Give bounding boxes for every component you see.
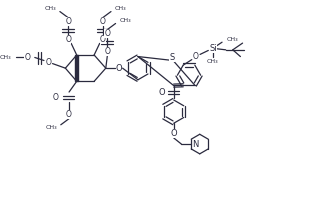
- Text: N: N: [193, 140, 199, 149]
- Text: O: O: [45, 57, 51, 67]
- Text: CH₃: CH₃: [44, 6, 56, 11]
- Text: O: O: [65, 17, 71, 26]
- Text: O: O: [66, 110, 72, 119]
- Text: O: O: [158, 87, 165, 97]
- Text: O: O: [116, 64, 122, 73]
- Text: Si: Si: [209, 44, 217, 53]
- Text: O: O: [104, 47, 110, 56]
- Text: S: S: [169, 53, 174, 62]
- Text: O: O: [65, 35, 71, 44]
- Text: CH₃: CH₃: [226, 37, 238, 42]
- Text: O: O: [53, 93, 59, 102]
- Text: CH₃: CH₃: [0, 55, 11, 60]
- Text: O: O: [104, 29, 110, 38]
- Text: CH₃: CH₃: [120, 18, 131, 23]
- Text: O: O: [193, 52, 199, 61]
- Text: O: O: [100, 17, 106, 26]
- Text: CH₃: CH₃: [207, 59, 219, 64]
- Text: CH₃: CH₃: [45, 125, 57, 130]
- Text: O: O: [24, 53, 30, 62]
- Text: O: O: [171, 129, 177, 139]
- Polygon shape: [75, 55, 78, 81]
- Text: O: O: [100, 35, 106, 44]
- Text: CH₃: CH₃: [115, 6, 127, 11]
